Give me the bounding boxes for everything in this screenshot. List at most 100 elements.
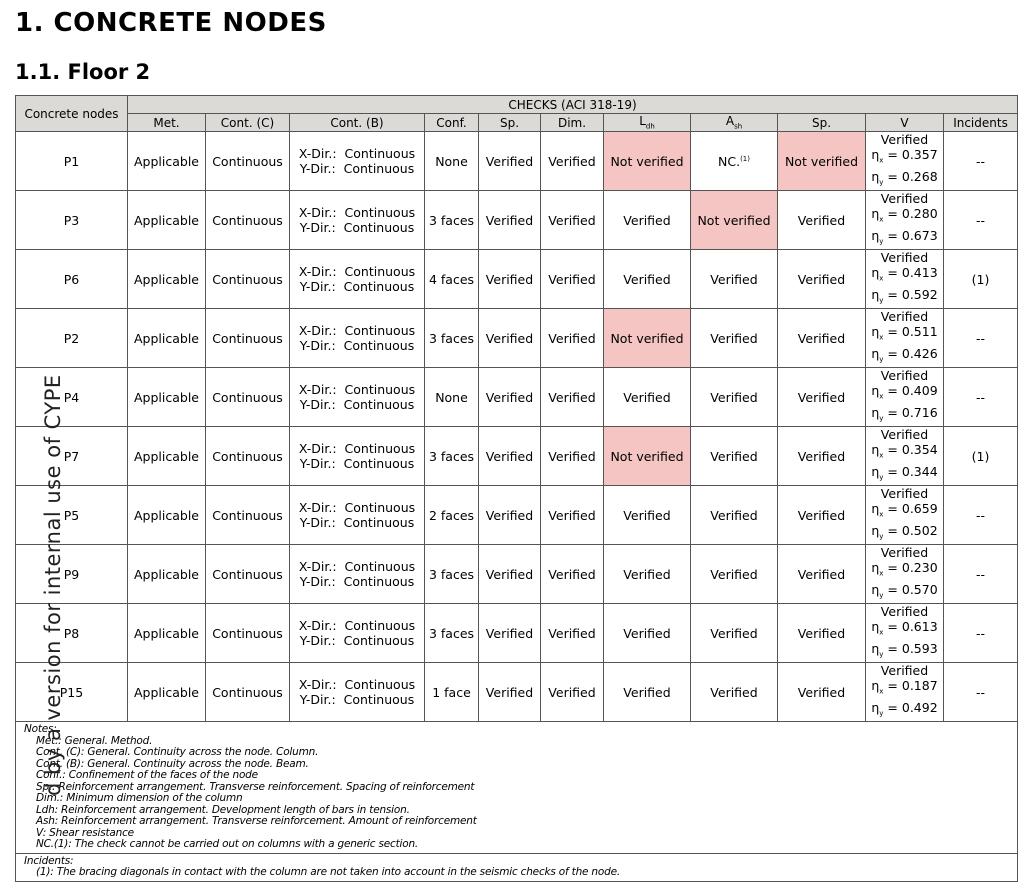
met-value: Applicable [127,662,206,722]
dim-value: Verified [540,544,604,604]
shear-value: Verified ηx = 0.280 ηy = 0.673 [865,190,944,250]
incidents-title: Incidents: [24,854,74,867]
met-value: Applicable [127,249,206,309]
ash-value: Verified [690,485,778,545]
ldh-value: Verified [603,485,691,545]
concrete-nodes-table: Concrete nodes CHECKS (ACI 318-19) Met. Co… [14,95,1019,882]
cont-b-value: X-Dir.: Continuous Y-Dir.: Continuous [289,603,425,663]
sp-spacing-value: Verified [777,603,866,663]
sp-spacing-value: Verified [777,485,866,545]
cont-c-value: Continuous [205,308,290,368]
dim-value: Verified [540,131,604,191]
cont-c-value: Continuous [205,485,290,545]
sp-spacing-value: Verified [777,426,866,486]
cont-c-value: Continuous [205,426,290,486]
incidents-value: -- [942,308,1019,368]
table-row: P5 Applicable Continuous X-Dir.: Continuous… [15,485,1019,545]
conf-value: 3 faces [424,190,479,250]
column-header: Met. [127,113,206,132]
table-row: P9 Applicable Continuous X-Dir.: Continuous… [15,544,1019,604]
incidents-value: (1) [942,426,1019,486]
header-checks: CHECKS (ACI 318-19) [126,95,1019,114]
ldh-value: Verified [603,190,691,250]
ldh-value: Verified [603,662,691,722]
cont-b-value: X-Dir.: Continuous Y-Dir.: Continuous [289,249,425,309]
note-item: Cont. (C): General. Continuity across th… [36,746,319,758]
conf-value: 3 faces [424,603,479,663]
dim-value: Verified [540,190,604,250]
ldh-value: Verified [603,249,691,309]
ldh-value: Not verified [603,308,691,368]
column-header: Dim. [540,113,604,132]
note-item: Ldh: Reinforcement arrangement. Developm… [36,803,410,816]
node-name: P1 [15,131,128,191]
table-row: P1 Applicable Continuous X-Dir.: Continuous… [15,131,1019,191]
sp-value: Verified [478,603,541,663]
note-item: Ash: Reinforcement arrangement. Transver… [36,815,477,827]
sp-value: Verified [478,249,541,309]
note-item: V: Shear resistance [36,826,134,839]
column-header: Ash [690,113,778,132]
sp-spacing-value: Verified [777,190,866,250]
sp-spacing-value: Verified [777,544,866,604]
ash-value: Verified [690,308,778,368]
incidents-value: -- [942,662,1019,722]
table-row: P8 Applicable Continuous X-Dir.: Continuous… [15,603,1019,663]
met-value: Applicable [127,426,206,486]
sp-value: Verified [478,544,541,604]
table-row: P6 Applicable Continuous X-Dir.: Continuous… [15,249,1019,309]
cont-b-value: X-Dir.: Continuous Y-Dir.: Continuous [289,662,425,722]
cont-c-value: Continuous [205,544,290,604]
note-item: Conf.: Confinement of the faces of the n… [36,769,258,781]
sp-value: Verified [478,426,541,486]
cont-c-value: Continuous [205,249,290,309]
incidents-value: -- [942,603,1019,663]
shear-value: Verified ηx = 0.613 ηy = 0.593 [865,603,944,663]
met-value: Applicable [127,485,206,545]
section-title: 1.1. Floor 2 [15,60,151,84]
note-item: Sp.: Reinforcement arrangement. Transver… [36,780,475,793]
sp-value: Verified [478,367,541,427]
ash-value: Verified [690,662,778,722]
sp-value: Verified [478,485,541,545]
conf-value: 2 faces [424,485,479,545]
cont-b-value: X-Dir.: Continuous Y-Dir.: Continuous [289,426,425,486]
column-header: Sp. [478,113,541,132]
note-item: NC.(1): The check cannot be carried out … [36,838,419,850]
node-name: P2 [15,308,128,368]
cont-c-value: Continuous [205,662,290,722]
cont-b-value: X-Dir.: Continuous Y-Dir.: Continuous [289,485,425,545]
column-header: Conf. [424,113,479,132]
cont-b-value: X-Dir.: Continuous Y-Dir.: Continuous [289,131,425,191]
table-row: P2 Applicable Continuous X-Dir.: Continuous… [15,308,1019,368]
watermark: d by a version for internal use of CYPE [41,374,65,796]
conf-value: None [424,367,479,427]
ash-value: NC.(1) [690,131,778,191]
conf-value: None [424,131,479,191]
cont-c-value: Continuous [205,367,290,427]
column-header: Cont. (C) [205,113,290,132]
node-name: P6 [15,249,128,309]
ldh-value: Verified [603,367,691,427]
incidents-value: -- [942,367,1019,427]
node-name: P4 [15,367,128,427]
incidents-value: (1) [942,249,1019,309]
met-value: Applicable [127,603,206,663]
shear-value: Verified ηx = 0.413 ηy = 0.592 [865,249,944,309]
shear-value: Verified ηx = 0.511 ηy = 0.426 [865,308,944,368]
shear-value: Verified ηx = 0.409 ηy = 0.716 [865,367,944,427]
dim-value: Verified [540,426,604,486]
met-value: Applicable [127,308,206,368]
dim-value: Verified [540,603,604,663]
met-value: Applicable [127,131,206,191]
incident-item: (1): The bracing diagonals in contact wi… [36,866,620,878]
dim-value: Verified [540,308,604,368]
node-name: P5 [15,485,128,545]
conf-value: 1 face [424,662,479,722]
cont-c-value: Continuous [205,131,290,191]
cont-b-value: X-Dir.: Continuous Y-Dir.: Continuous [289,190,425,250]
cont-b-value: X-Dir.: Continuous Y-Dir.: Continuous [289,544,425,604]
column-header: V [865,113,944,132]
shear-value: Verified ηx = 0.187 ηy = 0.492 [865,662,944,722]
table-row: P4 Applicable Continuous X-Dir.: Continuous… [15,367,1019,427]
